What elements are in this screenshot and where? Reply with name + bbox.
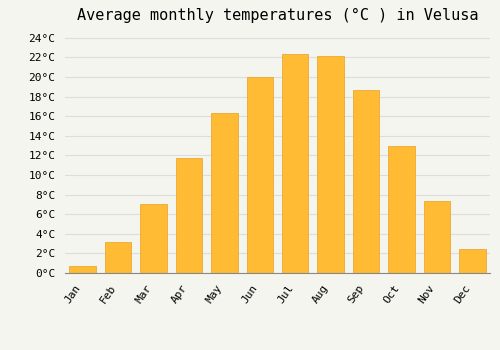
Bar <box>424 202 450 273</box>
Bar <box>105 241 132 273</box>
Title: Average monthly temperatures (°C ) in Velusa: Average monthly temperatures (°C ) in Ve… <box>77 8 478 23</box>
Bar <box>176 158 202 273</box>
Bar <box>70 266 96 273</box>
Bar <box>353 90 380 273</box>
Bar <box>246 77 273 273</box>
Bar <box>318 56 344 273</box>
Bar <box>459 248 485 273</box>
Bar <box>211 113 238 273</box>
Bar <box>140 204 167 273</box>
Bar <box>388 146 414 273</box>
Bar <box>282 55 308 273</box>
